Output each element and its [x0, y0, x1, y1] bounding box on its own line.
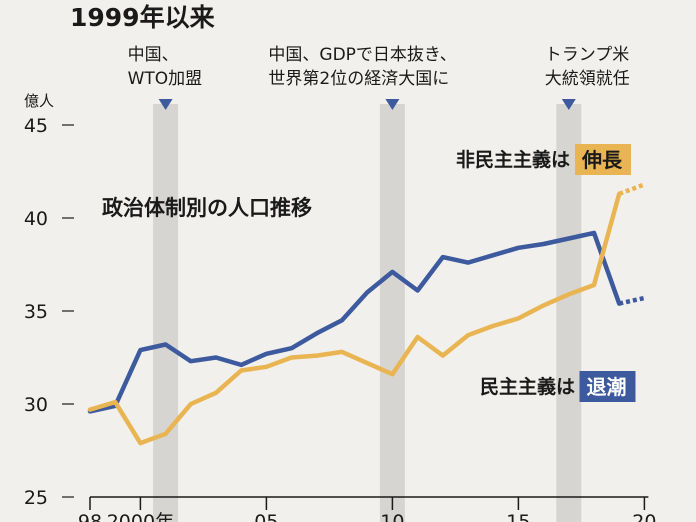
event-annotation: 中国、	[128, 45, 179, 65]
y-tick-label: 45	[24, 115, 48, 137]
x-tick-label: 15	[506, 511, 530, 522]
x-tick-label: 10	[380, 511, 404, 522]
series-line	[87, 230, 622, 414]
y-tick-label: 30	[24, 394, 48, 416]
event-annotation: WTO加盟	[128, 69, 203, 89]
series-label-highlight: 伸長	[581, 148, 623, 172]
series-label-highlight: 退潮	[587, 375, 627, 399]
event-marker-icon	[385, 99, 400, 110]
event-annotation: 世界第2位の経済大国に	[268, 69, 449, 89]
x-tick-label: 20	[632, 511, 656, 522]
event-annotation: 大統領就任	[545, 69, 630, 89]
chart-subtitle: 政治体制別の人口推移	[102, 196, 312, 220]
series-label-box	[575, 144, 631, 175]
y-axis-unit: 億人	[24, 92, 54, 110]
x-tick-label: 2000年	[107, 511, 174, 522]
x-tick-label: 05	[254, 511, 278, 522]
series-line	[87, 191, 622, 446]
series-projection	[618, 182, 646, 196]
series-label: 非民主主義は	[456, 148, 570, 171]
event-annotation: 中国、GDPで日本抜き、	[268, 45, 456, 65]
event-annotation: トランプ米	[545, 45, 630, 65]
event-band	[379, 104, 405, 522]
event-marker-icon	[158, 99, 173, 110]
chart-title: 1999年以来	[70, 3, 216, 32]
y-tick-label: 40	[24, 208, 48, 230]
x-tick-label: 98	[78, 511, 102, 522]
series-projection	[618, 295, 645, 306]
series-label: 民主主義は	[480, 375, 575, 398]
event-band	[153, 104, 179, 522]
y-tick-label: 25	[24, 487, 48, 509]
y-tick-label: 35	[24, 301, 48, 323]
series-label-box	[579, 371, 636, 402]
event-marker-icon	[561, 99, 576, 110]
